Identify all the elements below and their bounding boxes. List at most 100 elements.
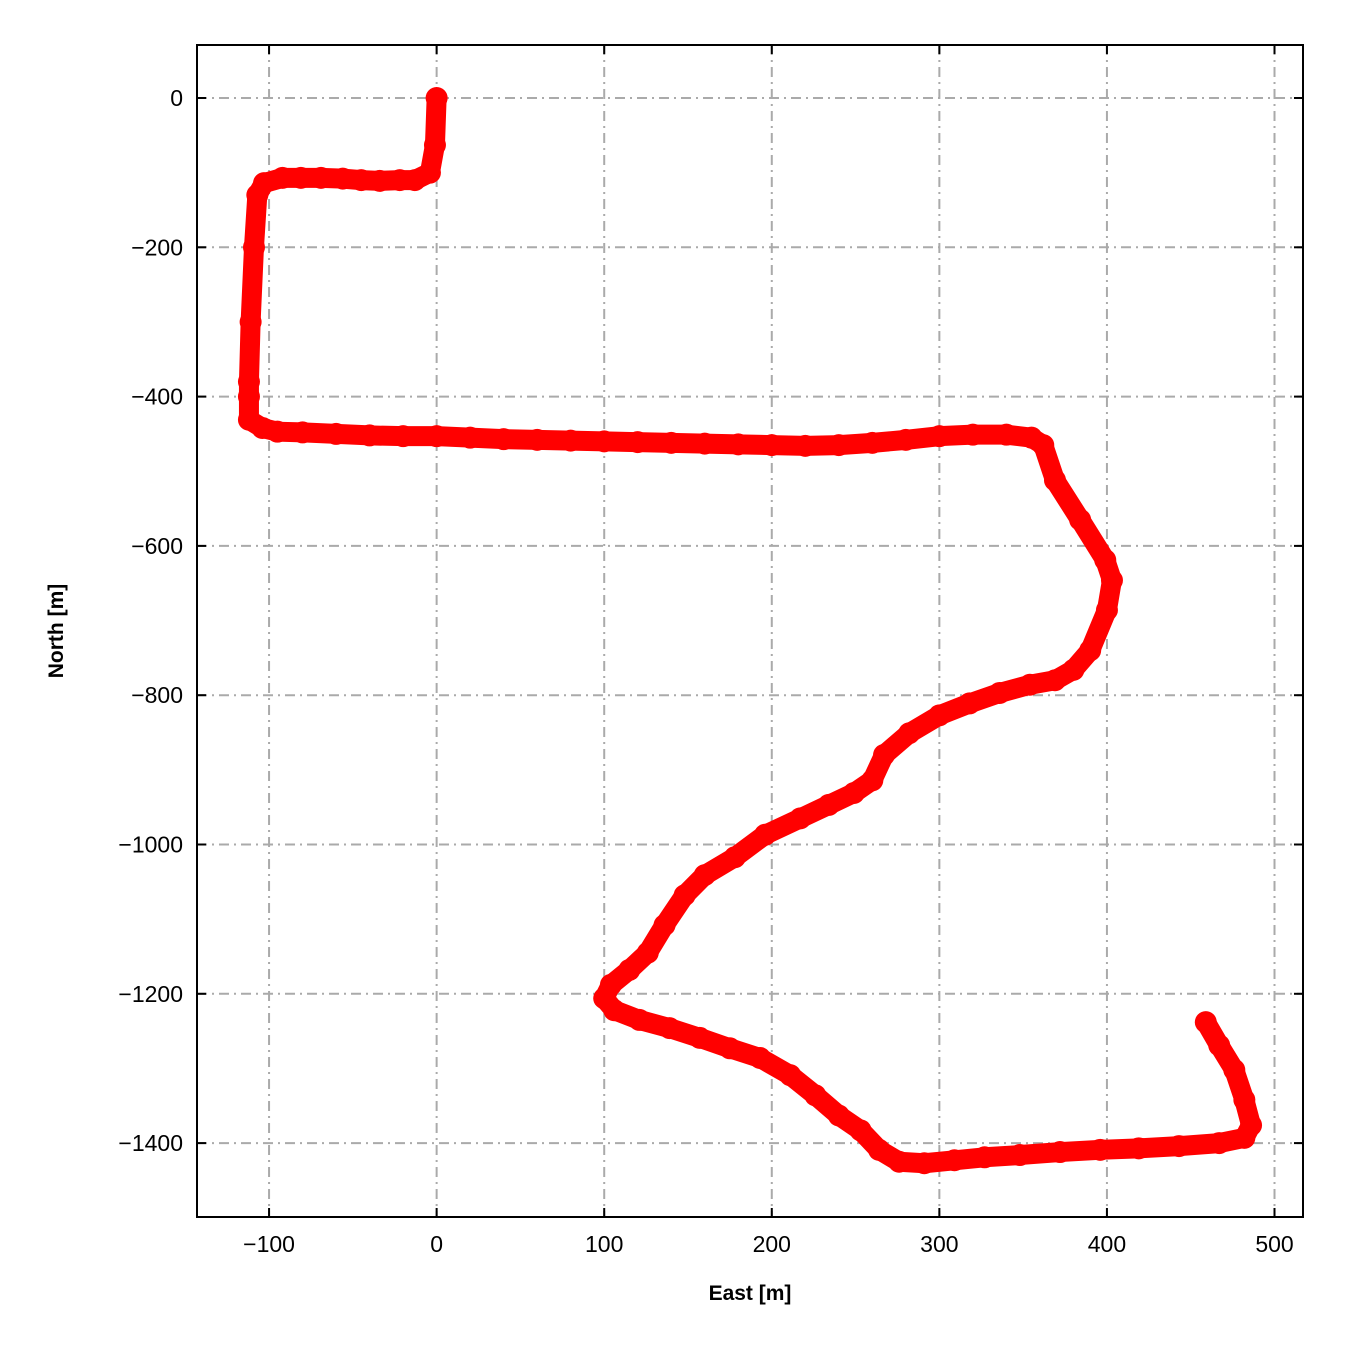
trajectory-point <box>760 434 783 457</box>
x-tick-label: 200 <box>753 1231 791 1257</box>
trajectory-point <box>628 1008 651 1031</box>
trajectory-point <box>289 166 312 189</box>
trajectory-point <box>1240 1114 1263 1137</box>
trajectory-point <box>888 1150 911 1173</box>
trajectory-point <box>718 1037 741 1060</box>
trajectory-point <box>827 434 850 457</box>
x-tick-label: 100 <box>585 1231 623 1257</box>
trajectory-point <box>1194 1011 1217 1034</box>
trajectory-point <box>559 429 582 452</box>
trajectory-series <box>237 87 1263 1175</box>
x-axis: −100 0 100 200 300 400 500 <box>243 45 1294 1257</box>
trajectory-point <box>779 1064 802 1087</box>
trajectory-point <box>693 432 716 455</box>
trajectory-point <box>291 421 314 444</box>
trajectory-point <box>794 434 817 457</box>
y-tick-label: −1000 <box>118 831 183 857</box>
grid <box>197 45 1303 1217</box>
trajectory-point <box>727 433 750 456</box>
trajectory-point <box>271 166 294 189</box>
x-tick-label: 300 <box>920 1231 958 1257</box>
trajectory-point <box>1233 1088 1256 1111</box>
trajectory-point <box>350 169 373 192</box>
y-tick-label: −1200 <box>118 981 183 1007</box>
trajectory-point <box>1223 1058 1246 1081</box>
trajectory-point <box>266 420 289 443</box>
x-tick-label: 0 <box>430 1231 443 1257</box>
trajectory-point <box>423 134 446 157</box>
trajectory-point <box>246 184 269 207</box>
trajectory-point <box>973 1146 996 1169</box>
trajectory-point <box>961 423 984 446</box>
trajectory-point <box>1095 599 1118 622</box>
trajectory-point <box>873 743 896 766</box>
trajectory-point <box>988 681 1011 704</box>
trajectory-point <box>392 425 415 448</box>
trajectory-point <box>618 958 641 981</box>
trajectory-point <box>425 425 448 448</box>
trajectory-point <box>693 864 716 887</box>
trajectory-point <box>723 846 746 869</box>
x-tick-label: −100 <box>243 1231 295 1257</box>
trajectory-point <box>1208 1132 1231 1155</box>
plot-frame <box>196 44 1304 1218</box>
trajectory-point <box>1094 549 1117 572</box>
y-axis-label: North [m] <box>45 584 68 678</box>
y-tick-label: −1400 <box>118 1130 183 1156</box>
trajectory-point <box>861 769 884 792</box>
trajectory-point <box>459 426 482 449</box>
y-axis: 0 −200 −400 −600 −800 −1000 −1200 −1400 <box>118 85 1303 1156</box>
x-tick-label: 500 <box>1255 1231 1293 1257</box>
trajectory-point <box>653 914 676 937</box>
trajectory-point <box>593 430 616 453</box>
y-tick-label: −600 <box>131 533 183 559</box>
trajectory-point <box>603 999 626 1022</box>
trajectory-point <box>403 169 426 192</box>
trajectory-point <box>242 236 265 259</box>
trajectory-point <box>1069 508 1092 531</box>
y-tick-label: −400 <box>131 384 183 410</box>
trajectory-point <box>1100 569 1123 592</box>
trajectory-point <box>658 1017 681 1040</box>
trajectory-line <box>238 88 1262 1174</box>
trajectory-point <box>1008 1144 1031 1167</box>
trajectory-point <box>1049 1141 1072 1164</box>
trajectory-point <box>688 1026 711 1049</box>
trajectory-point <box>310 166 333 189</box>
trajectory-point <box>1089 1138 1112 1161</box>
trajectory-point <box>626 431 649 454</box>
trajectory-point <box>804 1084 827 1107</box>
y-tick-label: 0 <box>170 85 183 111</box>
trajectory-point <box>492 428 515 451</box>
x-axis-label: East [m] <box>709 1282 792 1305</box>
trajectory-point <box>1208 1034 1231 1057</box>
trajectory-point <box>894 428 917 451</box>
y-tick-label: −200 <box>131 234 183 260</box>
trajectory-point <box>861 431 884 454</box>
trajectory-point <box>239 310 262 333</box>
trajectory-point <box>827 1104 850 1127</box>
trajectory-point <box>660 431 683 454</box>
trajectory-point <box>868 1138 891 1161</box>
trajectory-point <box>1018 673 1041 696</box>
trajectory-point <box>358 424 381 447</box>
trajectory-point <box>913 1152 936 1175</box>
trajectory-point <box>673 884 696 907</box>
trajectory-point <box>388 169 411 192</box>
trajectory-point <box>749 1046 772 1069</box>
trajectory-point <box>898 722 921 745</box>
trajectory-point <box>1043 469 1066 492</box>
trajectory-point <box>849 1119 872 1142</box>
trajectory-point <box>928 425 951 448</box>
trajectory-point <box>1127 1137 1150 1160</box>
trajectory-point <box>842 781 865 804</box>
trajectory-point <box>995 423 1018 446</box>
trajectory-point <box>237 385 260 408</box>
trajectory-point <box>928 704 951 727</box>
trajectory-point <box>325 422 348 445</box>
trajectory-point <box>1062 658 1085 681</box>
trajectory-point <box>425 87 448 110</box>
trajectory-point <box>1167 1135 1190 1158</box>
trajectory-point <box>789 807 812 830</box>
